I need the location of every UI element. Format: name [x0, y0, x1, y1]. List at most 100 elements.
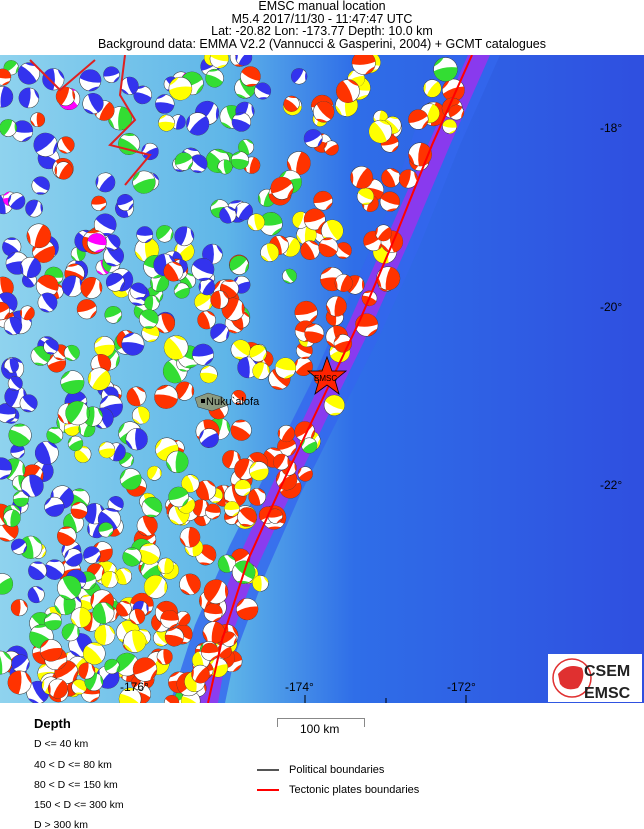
focal-mechanism: [57, 575, 82, 600]
focal-mechanism: [203, 579, 229, 604]
focal-mechanism: [98, 441, 116, 459]
focal-mechanism: [63, 344, 80, 361]
focal-mechanism: [136, 226, 154, 243]
focal-mechanism: [175, 381, 195, 401]
focal-mechanism: [160, 609, 179, 629]
focal-mechanism: [7, 192, 26, 210]
focal-mechanism: [18, 87, 40, 109]
focal-mechanism: [273, 453, 290, 471]
focal-mechanism: [123, 629, 147, 653]
focal-mechanism: [173, 282, 190, 299]
focal-mechanism: [44, 496, 65, 517]
focal-mechanism: [0, 85, 14, 108]
focal-mechanism: [408, 109, 429, 130]
lon-label-176: -176°: [120, 680, 149, 694]
focal-mechanism: [335, 242, 352, 259]
focal-mechanism: [224, 501, 240, 517]
focal-mechanism: [87, 233, 107, 253]
focal-mechanism: [356, 187, 374, 205]
focal-mechanism: [254, 82, 272, 100]
focal-mechanism: [92, 602, 115, 624]
focal-mechanism: [143, 575, 168, 599]
focal-mechanism: [234, 202, 253, 221]
focal-mechanism: [71, 679, 87, 695]
focal-mechanism: [131, 406, 150, 425]
focal-mechanism: [191, 664, 210, 684]
focal-mechanism: [200, 642, 219, 661]
focal-mechanism: [270, 176, 294, 200]
header-title: EMSC manual location: [258, 0, 386, 13]
focal-mechanism: [290, 68, 308, 85]
focal-mechanism: [126, 386, 147, 407]
focal-mechanism: [252, 362, 270, 380]
focal-mechanism: [80, 277, 103, 299]
tectonic-line-swatch: [257, 789, 279, 792]
capital-marker: [201, 399, 205, 403]
focal-mechanism: [55, 86, 76, 107]
focal-mechanism: [3, 316, 23, 336]
focal-mechanism: [217, 159, 233, 175]
focal-mechanism: [19, 394, 38, 413]
focal-mechanism: [168, 76, 193, 101]
seismicity-map: EMSC Nuku`alofa -18° -20° -22° -176° -17…: [0, 55, 644, 703]
focal-mechanism: [0, 119, 18, 137]
focal-mechanism: [125, 428, 148, 451]
legend-political: Political boundaries: [257, 764, 384, 776]
focal-mechanism: [248, 488, 267, 506]
lat-label-18: -18°: [600, 121, 622, 135]
lon-label-172: -172°: [447, 680, 476, 694]
focal-mechanism: [240, 66, 261, 87]
focal-mechanism: [174, 226, 195, 247]
focal-mechanism: [188, 154, 208, 173]
focal-mechanism: [10, 599, 28, 617]
tectonic-label: Tectonic plates boundaries: [289, 784, 420, 796]
focal-mechanism: [3, 358, 19, 374]
focal-mechanism: [166, 450, 189, 474]
plate-boundary-trench: [207, 55, 473, 703]
focal-mechanism: [8, 423, 32, 447]
focal-mechanism: [70, 607, 92, 628]
focal-mechanism: [230, 151, 250, 170]
place-label: Nuku`alofa: [206, 396, 260, 408]
background-data-info: Background data: EMMA V2.2 (Vannucci & G…: [97, 36, 547, 51]
focal-mechanism: [11, 654, 30, 673]
focal-mechanism: [156, 225, 174, 243]
focal-mechanism: [30, 112, 46, 128]
focal-mechanism: [154, 313, 176, 334]
focal-mechanism: [163, 261, 184, 282]
lon-label-174: -174°: [285, 680, 314, 694]
focal-mechanism: [181, 474, 200, 493]
focal-mechanism: [252, 575, 269, 592]
focal-mechanism: [301, 437, 318, 454]
focal-mechanism: [368, 119, 393, 144]
focal-mechanism: [136, 515, 158, 537]
focal-mechanism: [156, 648, 173, 665]
focal-mechanism: [83, 546, 101, 564]
event-info: M5.4 2017/11/30 - 11:47:47 UTC: [231, 11, 413, 26]
focal-mechanism: [120, 76, 139, 95]
focal-mechanism: [115, 600, 132, 617]
focal-mechanism: [7, 376, 23, 391]
focal-mechanism: [375, 224, 392, 242]
focal-mechanism: [104, 306, 123, 324]
focal-mechanism: [260, 243, 279, 262]
focal-mechanism: [303, 129, 323, 148]
focal-mechanism: [303, 208, 326, 231]
focal-mechanism: [133, 85, 152, 105]
focal-mechanism: [448, 104, 465, 121]
focal-mechanism: [191, 258, 215, 281]
depth-item: 40 < D <= 80 km: [34, 759, 112, 771]
depth-item: D <= 40 km: [34, 738, 89, 750]
focal-mechanism: [205, 68, 224, 88]
focal-mechanism: [192, 499, 210, 517]
focal-mechanism: [118, 687, 142, 703]
focal-mechanism: [141, 496, 163, 518]
focal-mechanism: [3, 509, 21, 527]
focal-mechanism: [37, 292, 58, 313]
focal-mechanism: [231, 389, 247, 405]
focal-mechanism: [20, 256, 42, 278]
focal-mechanism: [154, 384, 179, 409]
focal-mechanism: [323, 140, 339, 156]
focal-mechanism: [313, 190, 333, 211]
focal-mechanism: [179, 526, 201, 548]
